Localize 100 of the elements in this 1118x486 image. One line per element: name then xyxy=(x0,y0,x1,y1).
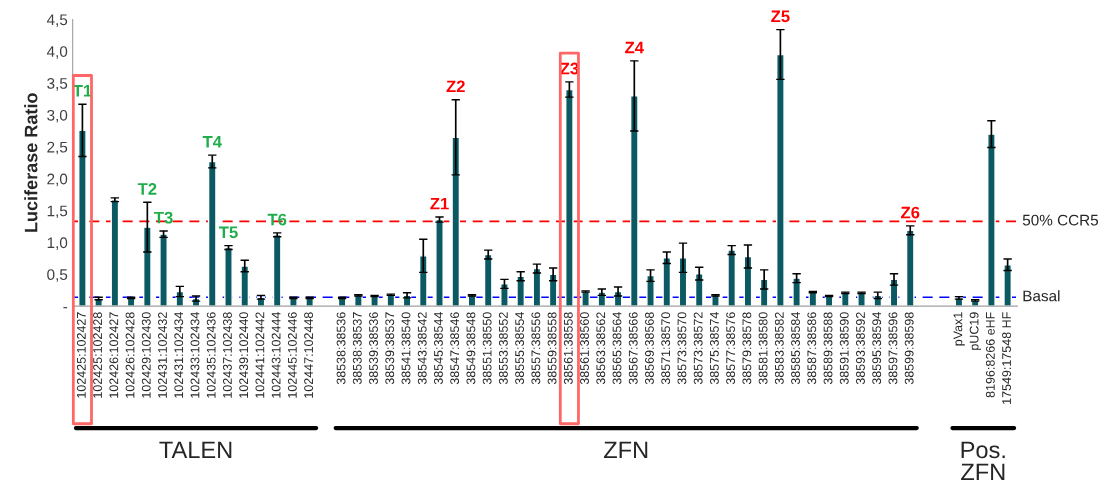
bar xyxy=(694,272,704,307)
x-tick-label: 38539:38537 xyxy=(385,312,395,385)
x-tick-label: 102437:102438 xyxy=(223,312,232,398)
y-tick-label: 2,5 xyxy=(47,141,68,155)
x-tick-label: 38543:38542 xyxy=(417,312,427,385)
x-tick-label: 38593:38592 xyxy=(856,312,865,385)
text: TALEN xyxy=(159,441,232,459)
x-tick-label: 38589:38588 xyxy=(823,312,833,385)
x-tick-label: 38561:38560 xyxy=(580,312,589,385)
ref-line-label: 50% CCR5 xyxy=(1022,214,1099,226)
bar xyxy=(110,199,120,307)
x-tick-label: 38581:38580 xyxy=(758,312,768,385)
bar xyxy=(500,283,509,307)
x-tick-label: pUC19 xyxy=(969,312,981,350)
text: Pos. ZFN xyxy=(961,441,1005,481)
bar xyxy=(662,257,672,307)
x-tick-label: 38573:38570 xyxy=(677,312,687,385)
x-tick-label: 38557:38556 xyxy=(531,312,541,385)
bar xyxy=(240,265,250,307)
x-tick-label: 38545:38544 xyxy=(434,312,443,385)
x-tick-label: 38553:38552 xyxy=(498,312,508,385)
annotation: T2 xyxy=(137,183,157,195)
x-tick-label: 38569:38568 xyxy=(645,312,654,385)
x-tick-label: 38539:38536 xyxy=(369,312,378,385)
ref-line-label: Basal xyxy=(1023,290,1060,302)
bar xyxy=(272,234,282,307)
x-tick-label: 8196:8266 eHF xyxy=(985,312,995,398)
bar xyxy=(840,292,850,307)
x-tick-label: 38563:38562 xyxy=(596,312,606,385)
y-tick-label: 3,0 xyxy=(47,109,68,123)
x-tick-label: 102443:102444 xyxy=(271,312,281,398)
y-tick-label: 1,0 xyxy=(47,237,68,250)
annotation: Z1 xyxy=(430,197,449,210)
bar xyxy=(142,226,152,307)
annotation: T6 xyxy=(267,213,287,226)
x-tick-label: 38555:38554 xyxy=(515,312,525,385)
x-tick-label: 38559:38558 xyxy=(547,312,557,385)
x-tick-label: 38565:38564 xyxy=(612,312,622,385)
x-tick-label: 38587:38586 xyxy=(807,312,817,385)
x-tick-label: 38567:38566 xyxy=(628,312,638,385)
bar xyxy=(629,95,639,307)
x-tick-label: 102425:102427 xyxy=(76,312,86,398)
y-tick-label: 4,5 xyxy=(46,14,68,27)
annotation: T3 xyxy=(154,211,173,224)
x-tick-label: 38599:38598 xyxy=(904,312,914,385)
y-tick-label: - xyxy=(63,307,68,309)
annotation: Z5 xyxy=(771,10,790,23)
bar xyxy=(1003,264,1012,307)
annotation: T5 xyxy=(218,226,238,239)
bar xyxy=(565,88,574,307)
annotation: Z6 xyxy=(901,206,920,219)
y-tick-label: 4,0 xyxy=(46,46,68,59)
x-tick-label: 38547:38546 xyxy=(450,312,460,385)
bar xyxy=(451,136,461,307)
x-tick-label: 38597:38596 xyxy=(888,312,898,385)
text: ZFN xyxy=(603,441,648,459)
bar xyxy=(159,233,168,307)
bar xyxy=(516,275,526,307)
x-tick-label: 38551:38550 xyxy=(482,312,492,385)
bar xyxy=(905,229,915,307)
x-tick-label: 17549:17548 HF xyxy=(1002,312,1011,404)
x-tick-label: 102426:102427 xyxy=(109,312,119,398)
x-tick-label: 38573:38572 xyxy=(693,312,703,385)
bar xyxy=(78,129,87,307)
bar xyxy=(483,253,493,307)
annotation: T4 xyxy=(202,136,222,148)
x-tick-label: 38595:38594 xyxy=(872,312,882,385)
x-tick-label: 102431:102432 xyxy=(158,312,167,398)
x-tick-label: 38579:38578 xyxy=(742,312,752,385)
bar xyxy=(435,218,444,307)
x-tick-label: pVax1 xyxy=(953,312,965,346)
x-tick-label: 102447:102448 xyxy=(304,312,314,398)
x-tick-label: 38583:38582 xyxy=(774,312,784,385)
x-tick-label: 38538:38536 xyxy=(336,312,346,385)
y-axis-title: Luciferase Ratio xyxy=(24,93,38,232)
x-tick-label: 38577:38576 xyxy=(726,312,736,385)
x-tick-label: 38575:38574 xyxy=(709,312,719,385)
x-tick-label: 38549:38548 xyxy=(466,312,476,385)
bar xyxy=(987,133,996,307)
bar xyxy=(792,277,801,307)
x-tick-label: 102425:102428 xyxy=(93,312,102,398)
bar xyxy=(646,274,655,307)
bar xyxy=(224,246,233,307)
x-tick-label: 102439:102440 xyxy=(239,312,249,398)
x-tick-label: 102426:102428 xyxy=(125,312,135,398)
x-tick-label: 102429:102430 xyxy=(141,312,151,398)
bar xyxy=(776,53,785,307)
x-tick-label: 102431:102434 xyxy=(174,312,184,398)
bar xyxy=(727,249,737,307)
x-tick-label: 38541:38540 xyxy=(401,312,411,385)
x-tick-label: 102441:102442 xyxy=(255,312,265,398)
y-tick-label: 2,0 xyxy=(47,173,68,187)
annotation: Z2 xyxy=(446,80,465,93)
x-tick-label: 38538:38537 xyxy=(352,312,362,385)
x-tick-label: 38561:38558 xyxy=(563,312,573,385)
x-tick-label: 102433:102434 xyxy=(190,312,200,398)
y-tick-label: 3,5 xyxy=(47,78,68,91)
x-tick-label: 38591:38590 xyxy=(839,312,849,385)
bar xyxy=(207,160,217,307)
x-tick-label: 38585:38584 xyxy=(791,312,800,385)
